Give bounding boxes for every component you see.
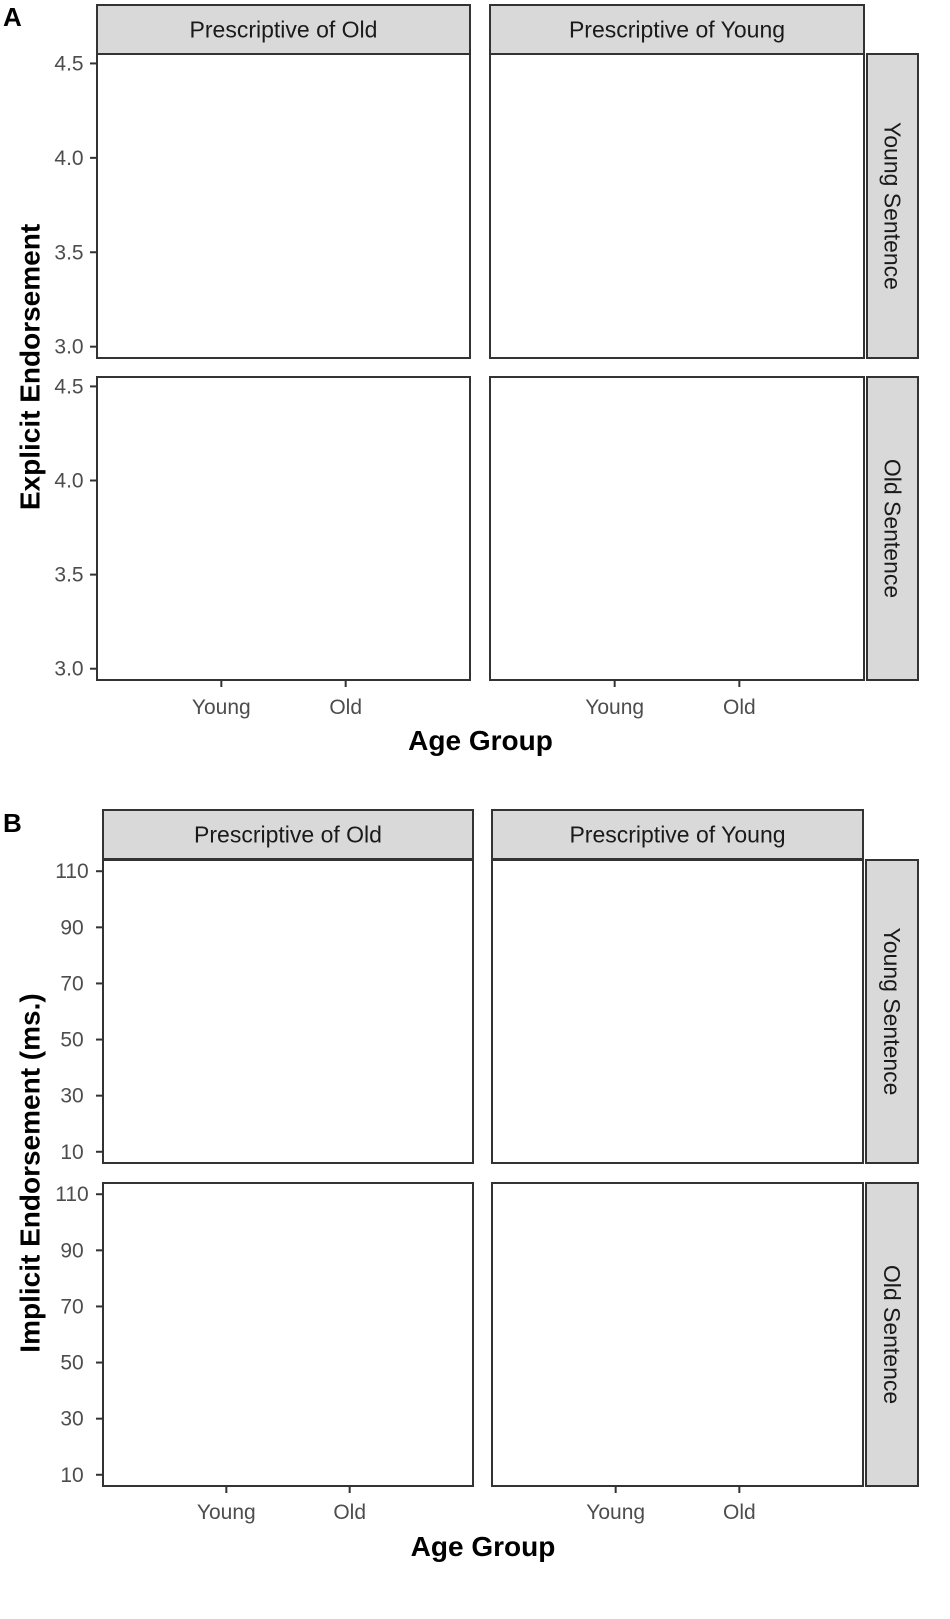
column-strip [489,4,865,55]
row-strip [866,53,919,359]
y-tick-label: 3.5 [54,564,83,587]
y-tick-label: 70 [60,972,83,995]
y-tick-label: 10 [60,1141,83,1164]
y-tick-label: 90 [60,1239,83,1262]
facet-border [96,53,471,359]
x-tick-label: Old [723,1501,756,1524]
y-tick-label: 4.0 [54,147,83,170]
x-tick-label: Young [585,696,644,719]
x-tick-label: Young [586,1501,645,1524]
x-axis-title: Age Group [411,1531,556,1562]
y-tick-label: 30 [60,1085,83,1108]
y-tick-label: 50 [60,1352,83,1375]
y-axis-title: Explicit Endorsement [15,224,46,510]
facet-border [102,1182,474,1487]
y-tick-label: 90 [60,916,83,939]
y-tick-label: 10 [60,1464,83,1487]
row-strip-label: Young Sentence [880,122,906,290]
y-tick-label: 4.5 [54,375,83,398]
row-strip-label: Old Sentence [879,1265,905,1404]
x-tick-label: Old [329,696,362,719]
x-tick-label: Young [192,696,251,719]
y-tick-label: 110 [55,1183,88,1206]
row-strip [865,859,919,1164]
column-strip [102,809,474,860]
y-tick-label: 110 [55,860,88,883]
column-strip-label: Prescriptive of Young [569,17,785,43]
facet-border [491,859,864,1164]
column-strip-label: Prescriptive of Young [569,822,785,848]
facet-border [491,1182,864,1487]
column-strip-label: Prescriptive of Old [190,17,378,43]
y-tick-label: 3.0 [54,658,83,681]
panel-label: B [3,808,22,838]
x-axis-title: Age Group [408,725,553,756]
row-strip [866,376,919,681]
y-tick-label: 4.5 [54,52,83,75]
row-strip-label: Old Sentence [880,459,906,598]
facet-border [489,53,865,359]
x-tick-label: Old [723,696,756,719]
column-strip [96,4,471,55]
y-axis-title: Implicit Endorsement (ms.) [15,993,46,1352]
y-tick-label: 3.5 [54,241,83,264]
chart-panel-a: A Prescriptive of Old Prescriptive of Youn… [3,2,919,756]
y-tick-label: 50 [60,1029,83,1052]
facet-border [489,376,865,681]
x-tick-label: Young [197,1501,256,1524]
row-strip [865,1182,919,1487]
y-tick-label: 4.0 [54,470,83,493]
row-strip-label: Young Sentence [879,928,905,1096]
y-tick-label: 30 [60,1408,83,1431]
panel-label: A [3,2,22,32]
column-strip-label: Prescriptive of Old [194,822,382,848]
y-tick-label: 70 [60,1295,83,1318]
y-tick-label: 3.0 [54,336,83,359]
chart-panel-b: B Prescriptive of Old Prescriptive of Youn… [3,808,919,1562]
facet-border [96,376,471,681]
x-tick-label: Old [333,1501,366,1524]
facet-border [102,859,474,1164]
